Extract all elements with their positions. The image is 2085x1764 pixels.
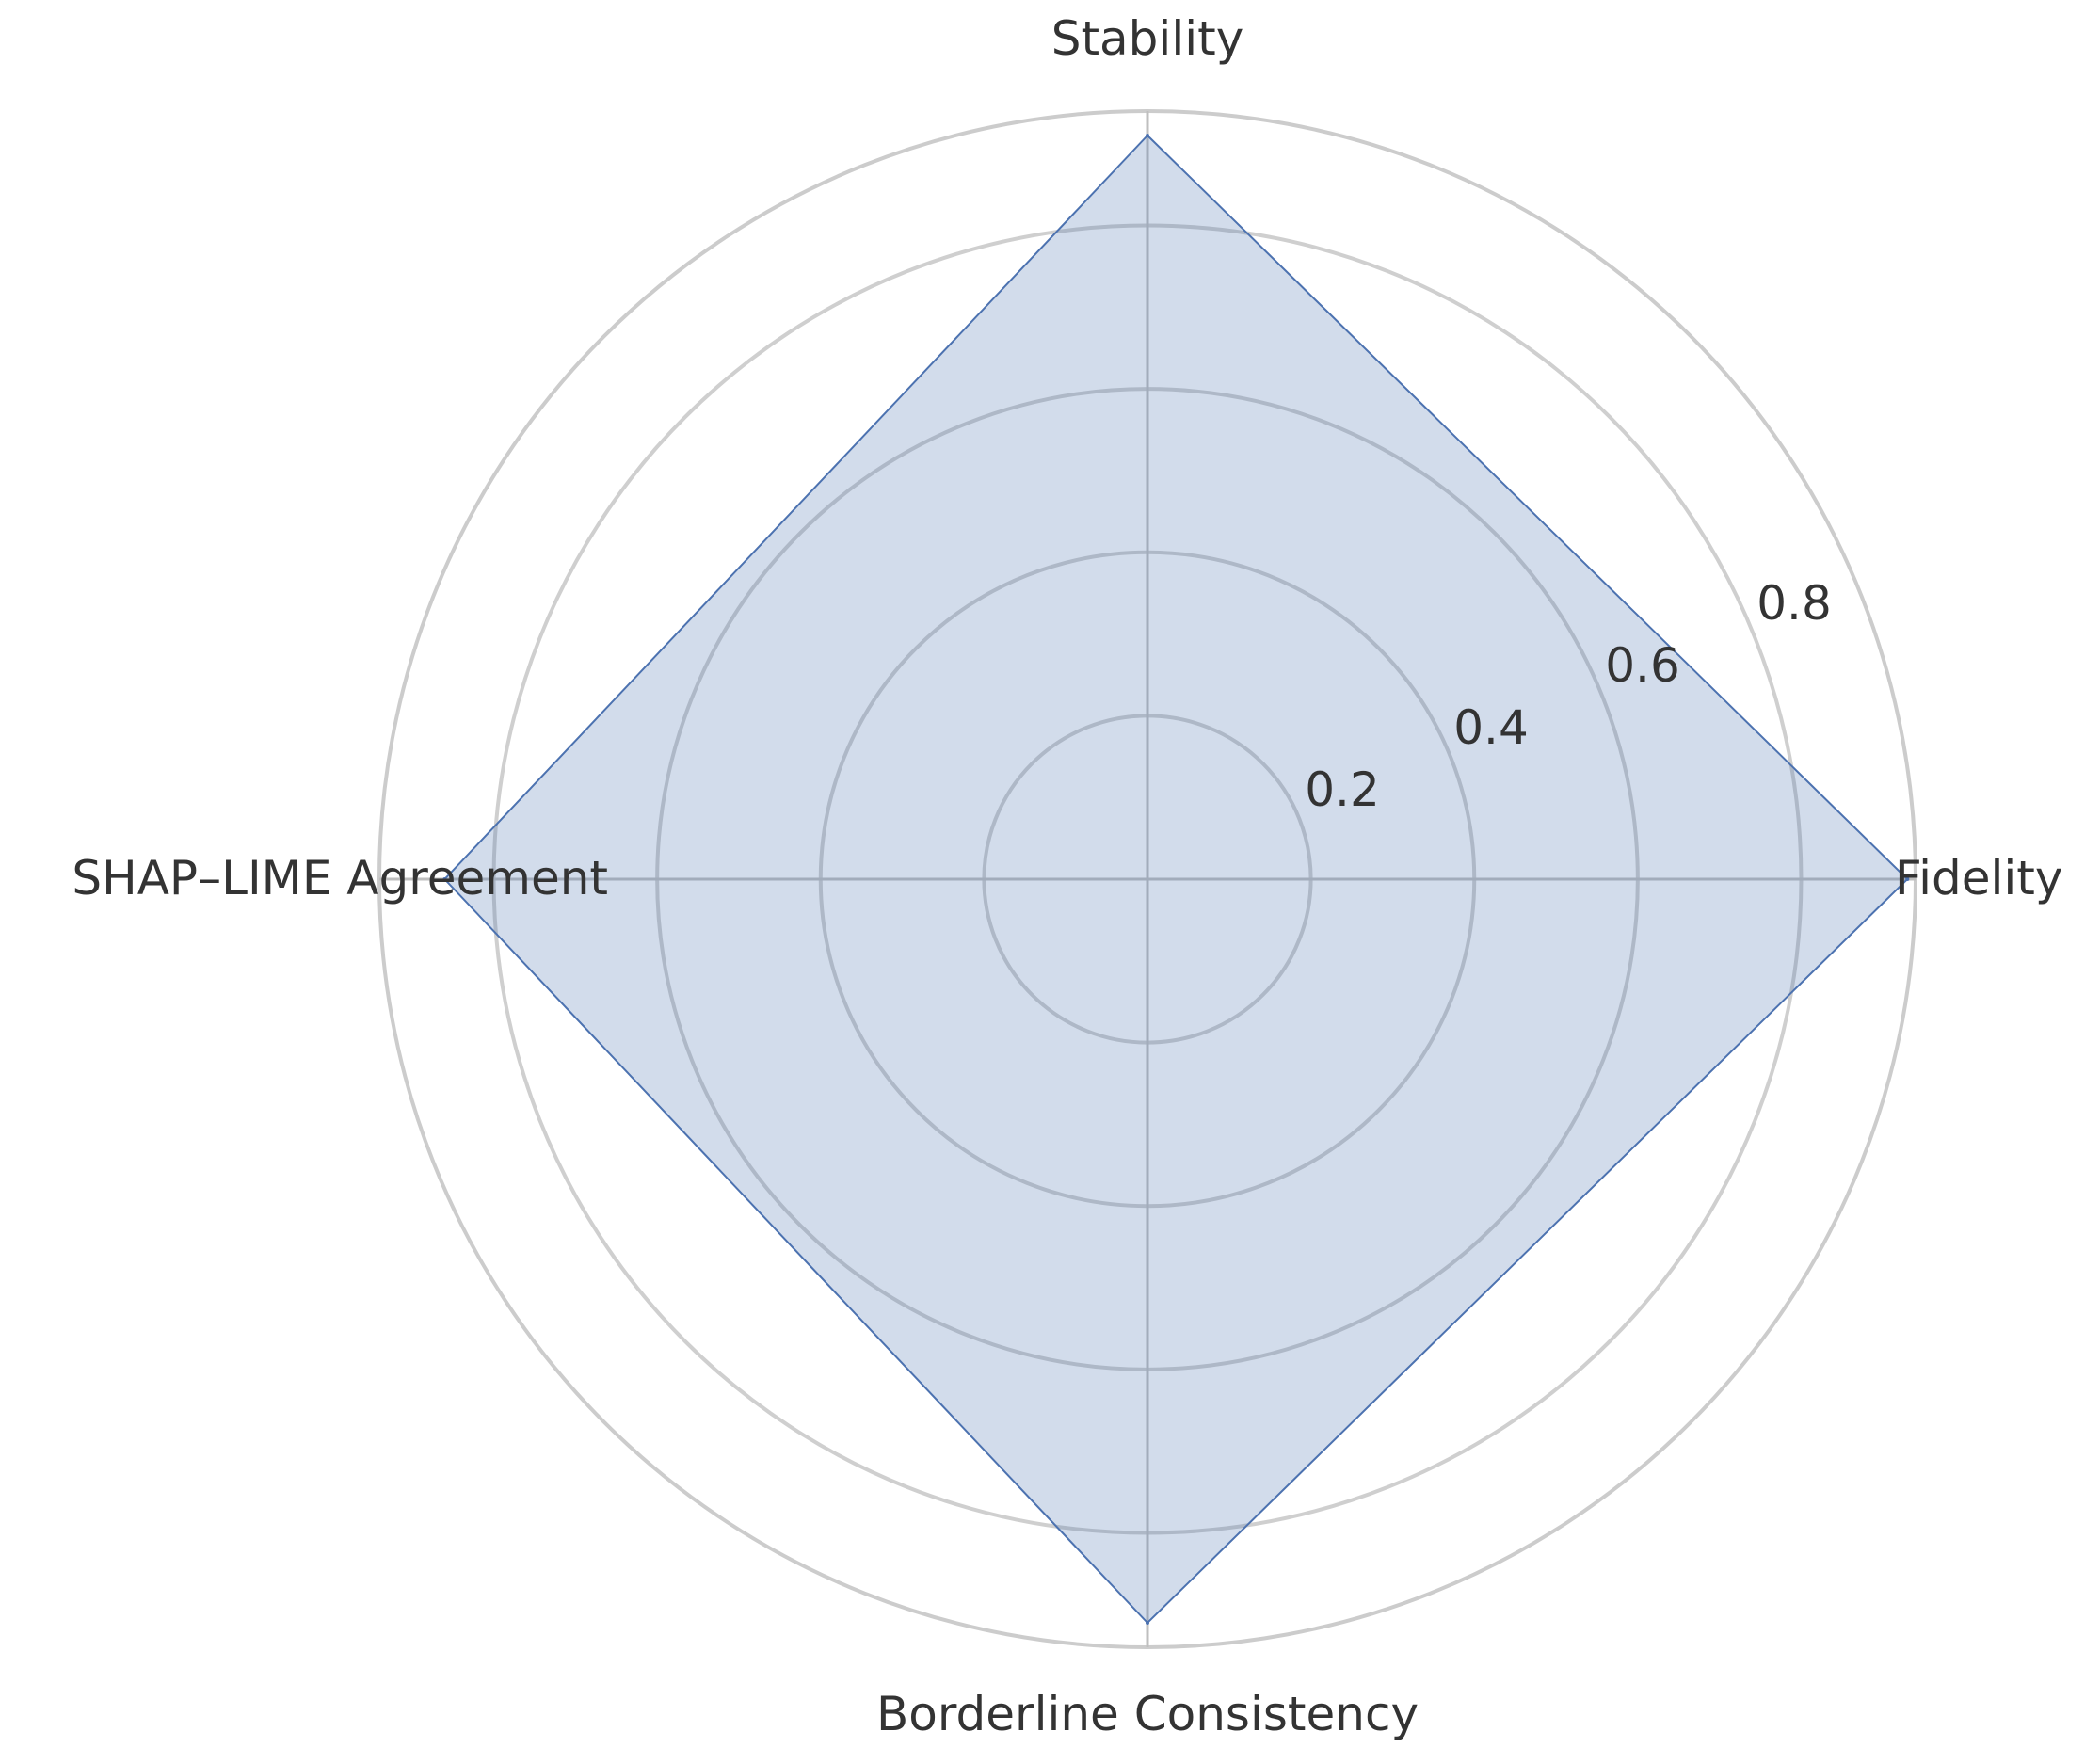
series-polygon (443, 134, 1909, 1625)
r-tick-label: 0.8 (1756, 576, 1832, 631)
r-tick-label: 0.4 (1453, 700, 1529, 755)
label-layer: Stability Fidelity Borderline Consistenc… (72, 11, 2062, 1741)
axis-label-fidelity: Fidelity (1895, 851, 2063, 906)
axis-label-borderline-consistency: Borderline Consistency (876, 1687, 1419, 1741)
data-point (1146, 1620, 1149, 1625)
axis-label-shap-lime-agreement: SHAP–LIME Agreement (72, 851, 608, 906)
data-point (442, 877, 447, 881)
r-tick-label: 0.2 (1305, 762, 1380, 817)
grid-layer (377, 109, 1917, 1649)
axis-label-stability: Stability (1051, 11, 1244, 66)
data-point (1146, 134, 1149, 138)
r-tick-label: 0.6 (1605, 638, 1680, 693)
data-point (1905, 877, 1910, 881)
data-layer (442, 134, 1910, 1625)
